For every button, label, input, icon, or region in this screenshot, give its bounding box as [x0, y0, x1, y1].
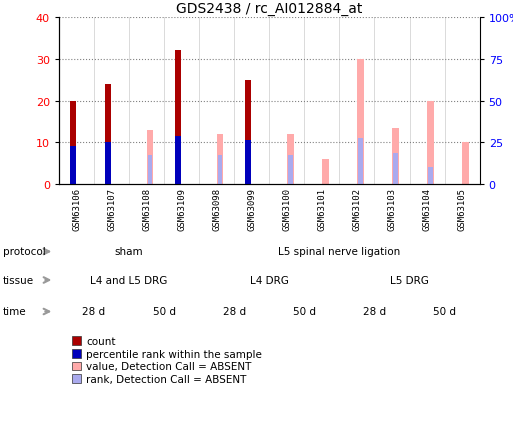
Bar	[428, 168, 433, 184]
Text: L4 and L5 DRG: L4 and L5 DRG	[90, 275, 168, 285]
Bar	[70, 147, 76, 184]
Bar	[287, 135, 293, 184]
Text: GSM63104: GSM63104	[423, 187, 431, 230]
Bar	[175, 137, 181, 184]
Text: protocol: protocol	[3, 247, 46, 257]
Text: 50 d: 50 d	[293, 307, 316, 317]
Bar	[218, 155, 223, 184]
Text: GSM63109: GSM63109	[177, 187, 186, 230]
Bar	[148, 155, 152, 184]
Bar	[358, 59, 364, 184]
Text: GSM63100: GSM63100	[282, 187, 291, 230]
Text: 28 d: 28 d	[223, 307, 246, 317]
Bar	[427, 101, 433, 184]
Text: GSM63107: GSM63107	[107, 187, 116, 230]
Bar	[392, 128, 399, 184]
Bar	[463, 143, 469, 184]
Text: 28 d: 28 d	[83, 307, 106, 317]
Bar	[358, 139, 363, 184]
Text: GSM63106: GSM63106	[72, 187, 81, 230]
Text: 28 d: 28 d	[363, 307, 386, 317]
Text: L5 DRG: L5 DRG	[390, 275, 429, 285]
Text: GSM63098: GSM63098	[212, 187, 221, 230]
Title: GDS2438 / rc_AI012884_at: GDS2438 / rc_AI012884_at	[176, 2, 363, 16]
Text: sham: sham	[115, 247, 144, 257]
Text: GSM63102: GSM63102	[352, 187, 362, 230]
Bar	[105, 85, 111, 184]
Bar	[245, 141, 251, 184]
Text: GSM63099: GSM63099	[247, 187, 256, 230]
Bar	[217, 135, 223, 184]
Text: GSM63103: GSM63103	[387, 187, 397, 230]
Bar	[70, 101, 76, 184]
Bar	[175, 51, 181, 184]
Bar	[245, 80, 251, 184]
Text: time: time	[3, 307, 27, 317]
Text: tissue: tissue	[3, 275, 34, 285]
Bar	[105, 143, 111, 184]
Text: L4 DRG: L4 DRG	[250, 275, 289, 285]
Text: 50 d: 50 d	[153, 307, 175, 317]
Text: L5 spinal nerve ligation: L5 spinal nerve ligation	[279, 247, 401, 257]
Text: 50 d: 50 d	[433, 307, 456, 317]
Legend: count, percentile rank within the sample, value, Detection Call = ABSENT, rank, : count, percentile rank within the sample…	[72, 336, 262, 384]
Text: GSM63108: GSM63108	[142, 187, 151, 230]
Bar	[147, 131, 153, 184]
Text: GSM63105: GSM63105	[458, 187, 467, 230]
Bar	[393, 153, 398, 184]
Bar	[288, 155, 292, 184]
Text: GSM63101: GSM63101	[318, 187, 326, 230]
Bar	[322, 160, 328, 184]
